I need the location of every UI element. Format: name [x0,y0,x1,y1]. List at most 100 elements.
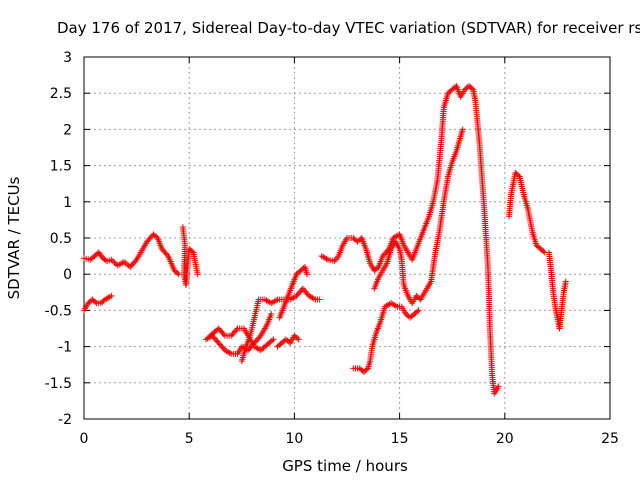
series-arc-13 [545,249,569,332]
data-point [211,335,218,342]
data-point [109,258,116,265]
data-point [299,285,306,292]
data-point [540,248,547,255]
data-point [144,238,151,245]
data-point [268,311,275,318]
data-point [382,250,389,257]
series-arc-5 [207,325,277,354]
data-point [161,248,168,255]
data-point [108,292,115,299]
data-point [363,366,370,373]
data-point [297,288,304,295]
data-point [216,341,223,348]
data-point [316,296,323,303]
data-point [189,248,196,255]
y-tick-label: -1.5 [45,376,72,392]
data-point [145,237,152,244]
data-point [562,278,569,285]
data-point [213,337,220,344]
data-point [147,234,154,241]
series-arc-4 [203,311,275,357]
data-point [218,342,225,349]
data-point [383,248,390,255]
data-point [92,298,99,305]
x-tick-label: 10 [285,431,303,447]
y-axis-label: SDTVAR / TECUs [5,176,23,299]
series-arc-2 [81,292,115,314]
data-point [215,325,222,332]
y-tick-label: -1 [58,340,72,356]
axis-ticks: 0 5 10 15 20 25 -2 -1.5 -1 -0.5 0 0.5 1 1.5 2 2.5 3 [45,50,619,447]
data-point [379,253,386,260]
data-point [131,259,138,266]
data-point [127,263,134,270]
data-point [216,326,223,333]
y-tick-label: 3 [63,50,72,66]
series-arc-12 [506,169,548,256]
series-arc-10 [350,300,422,375]
x-tick-label: 5 [185,431,194,447]
y-tick-label: -2 [58,412,72,428]
data-point [296,290,303,297]
series-arc-11 [371,126,466,307]
data-point [295,336,302,343]
data-point [146,235,153,242]
data-point [219,344,226,351]
data-point [304,271,311,278]
x-tick-label: 0 [80,431,89,447]
data-points [81,82,569,397]
data-point [219,329,226,336]
data-point [301,287,308,294]
data-point [293,292,300,299]
chart-title: Day 176 of 2017, Sidereal Day-to-day VTE… [57,19,640,37]
x-axis-label: GPS time / hours [282,457,408,475]
data-point [468,85,475,92]
data-point [230,329,237,336]
data-point [294,291,301,298]
data-point [174,269,181,276]
data-point [255,335,262,342]
data-point [153,233,160,240]
data-point [214,338,221,345]
x-tick-label: 20 [496,431,514,447]
series-arc-1 [81,231,182,278]
x-tick-label: 25 [601,431,619,447]
data-point [253,337,260,344]
data-point [415,307,422,314]
data-point [215,339,222,346]
data-point [495,383,502,390]
data-point [303,290,310,297]
data-point [163,251,170,258]
data-point [414,308,421,315]
data-point [175,271,182,278]
y-tick-label: 1.5 [50,159,72,175]
plot-frame [83,56,611,420]
series-arc-6 [238,285,323,365]
series-arc-3 [179,224,201,289]
data-point [294,335,301,342]
y-tick-label: 0.5 [50,231,72,247]
data-point [229,331,236,338]
data-point [228,332,235,339]
data-point [194,271,201,278]
y-tick-label: 0 [63,267,72,283]
series-arc-7 [274,332,302,350]
y-tick-label: 2.5 [50,86,72,102]
data-point [302,288,309,295]
data-point [381,251,388,258]
data-point [158,245,165,252]
data-point [459,126,466,133]
series-arc-9 [318,82,502,397]
data-point [256,334,263,341]
data-point [162,250,169,257]
data-point [515,172,522,179]
y-tick-label: -0.5 [45,303,72,319]
data-point [247,344,254,351]
data-point [374,265,381,272]
data-point [160,247,167,254]
data-point [132,258,139,265]
series-arc-8 [276,263,311,321]
x-tick-label: 15 [391,431,409,447]
y-tick-label: 1 [63,195,72,211]
